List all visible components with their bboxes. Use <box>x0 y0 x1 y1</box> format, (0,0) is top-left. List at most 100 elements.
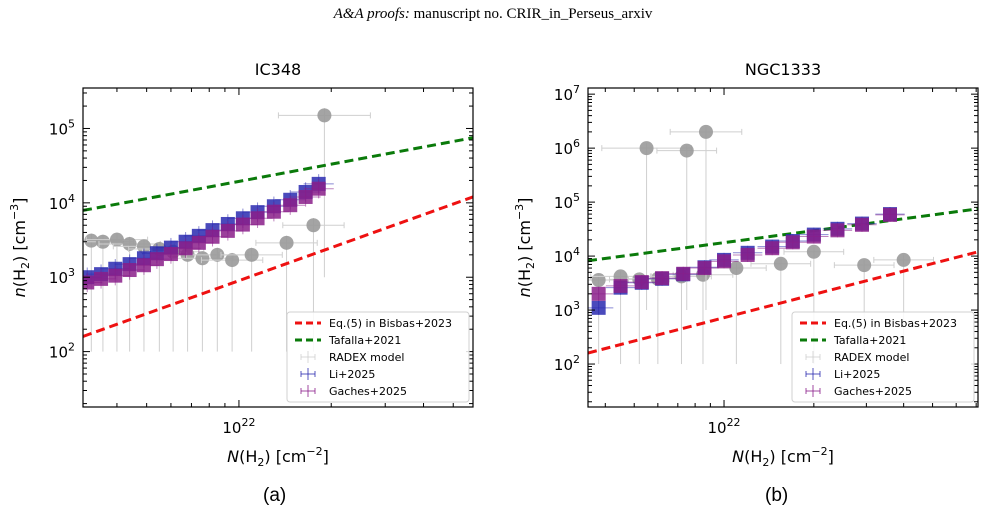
y-axis-label: n(H2) [cm−3] <box>8 198 32 298</box>
y-tick-label: 104 <box>49 192 75 213</box>
radex-point <box>225 253 240 268</box>
gaches-point <box>697 261 712 276</box>
gaches-point <box>220 223 235 238</box>
gaches-point <box>830 223 845 238</box>
plot-frame <box>82 87 474 408</box>
gaches-point <box>94 271 109 286</box>
gaches-point <box>298 189 313 204</box>
gaches-point <box>266 204 281 219</box>
legend-label: Gaches+2025 <box>834 385 912 398</box>
gaches-point <box>311 181 326 196</box>
y-tick-label: 105 <box>554 191 580 212</box>
y-tick-label: 103 <box>49 266 75 287</box>
radex-point <box>195 251 210 266</box>
gaches-point <box>655 271 670 286</box>
legend-label: Eq.(5) in Bisbas+2023 <box>834 317 957 330</box>
y-axis-label: n(H2) [cm−3] <box>513 198 537 298</box>
gaches-point <box>250 211 265 226</box>
y-tick-label: 106 <box>554 137 580 158</box>
legend-label: RADEX model <box>834 351 909 364</box>
gaches-point <box>613 278 628 293</box>
gaches-point <box>163 247 178 262</box>
radex-point <box>244 247 259 262</box>
y-tick-label: 105 <box>49 117 75 138</box>
legend-box <box>286 311 470 403</box>
gaches-point <box>740 247 755 262</box>
legend-label: Gaches+2025 <box>329 385 407 398</box>
plot-frame <box>587 87 979 408</box>
x-axis-label: N(H2) [cm−2] <box>227 445 329 469</box>
x-tick-label: 1022 <box>222 416 255 437</box>
legend-box <box>791 311 975 403</box>
radex-point <box>95 234 110 249</box>
gaches-point <box>205 229 220 244</box>
y-tick-label: 102 <box>49 341 75 362</box>
caption-a: (a) <box>263 485 287 506</box>
gaches-point <box>634 275 649 290</box>
x-tick-label: 1022 <box>707 416 740 437</box>
y-tick-label: 103 <box>554 299 580 320</box>
radex-point <box>84 233 99 248</box>
y-tick-label: 107 <box>554 83 580 104</box>
gaches-point <box>854 217 869 232</box>
legend-label: Li+2025 <box>834 368 880 381</box>
radex-point <box>317 108 332 123</box>
gaches-point <box>717 254 732 269</box>
radex-point <box>698 124 713 139</box>
gaches-point <box>883 207 897 222</box>
radex-point <box>122 236 137 251</box>
gaches-point <box>108 268 123 283</box>
radex-point <box>136 239 151 254</box>
manuscript-id: manuscript no. CRIR_in_Perseus_arxiv <box>409 6 653 22</box>
y-tick-label: 102 <box>554 353 580 374</box>
legend-label: Tafalla+2021 <box>833 334 906 347</box>
legend-label: Tafalla+2021 <box>328 334 401 347</box>
radex-point <box>109 232 124 247</box>
radex-point <box>773 256 788 271</box>
radex-point <box>639 141 654 156</box>
radex-point <box>306 218 321 233</box>
radex-point <box>857 258 872 273</box>
plot-area <box>83 108 473 352</box>
radex-point <box>896 252 911 267</box>
legend: Eq.(5) in Bisbas+2023 Tafalla+2021 RADEX m… <box>286 311 470 403</box>
journal-name: A&A proofs: <box>333 6 410 22</box>
radex-point <box>679 143 694 158</box>
bisbas-line <box>588 250 978 355</box>
gaches-point <box>785 235 800 250</box>
gaches-point <box>235 217 250 232</box>
caption-b: (b) <box>765 485 789 506</box>
radex-point <box>210 247 225 262</box>
gaches-point <box>83 275 95 290</box>
gaches-point <box>122 263 137 278</box>
radex-point <box>279 235 294 250</box>
chart-ngc1333: 102 103 104 105 106 107 1022 NGC1333 N(H2) [cm−2… <box>513 60 979 469</box>
gaches-point <box>283 198 298 213</box>
chart-ic348: 102 103 104 105 1022 IC348 N(H2) [cm−2] n(H2) [… <box>8 60 474 469</box>
page-header: A&A proofs: manuscript no. CRIR_in_Perse… <box>0 6 986 23</box>
gaches-point <box>149 252 164 267</box>
li-point <box>591 300 606 315</box>
radex-point <box>806 244 821 259</box>
x-axis-label: N(H2) [cm−2] <box>732 445 834 469</box>
plot-area <box>588 124 978 365</box>
gaches-point <box>591 286 606 301</box>
gaches-point <box>806 229 821 244</box>
gaches-point <box>191 235 206 250</box>
gaches-point <box>136 258 151 273</box>
gaches-point <box>178 241 193 256</box>
legend: Eq.(5) in Bisbas+2023 Tafalla+2021 RADEX m… <box>791 311 975 403</box>
y-tick-label: 104 <box>554 245 580 266</box>
tafalla-line <box>83 136 473 212</box>
gaches-point <box>676 266 691 281</box>
chart-title: NGC1333 <box>745 60 821 79</box>
legend-label: Eq.(5) in Bisbas+2023 <box>329 317 452 330</box>
gaches-point <box>765 241 780 256</box>
legend-label: Li+2025 <box>329 368 375 381</box>
radex-point <box>591 273 606 288</box>
legend-label: RADEX model <box>329 351 404 364</box>
radex-point <box>729 261 744 276</box>
chart-title: IC348 <box>255 60 301 79</box>
tafalla-line <box>588 207 978 263</box>
